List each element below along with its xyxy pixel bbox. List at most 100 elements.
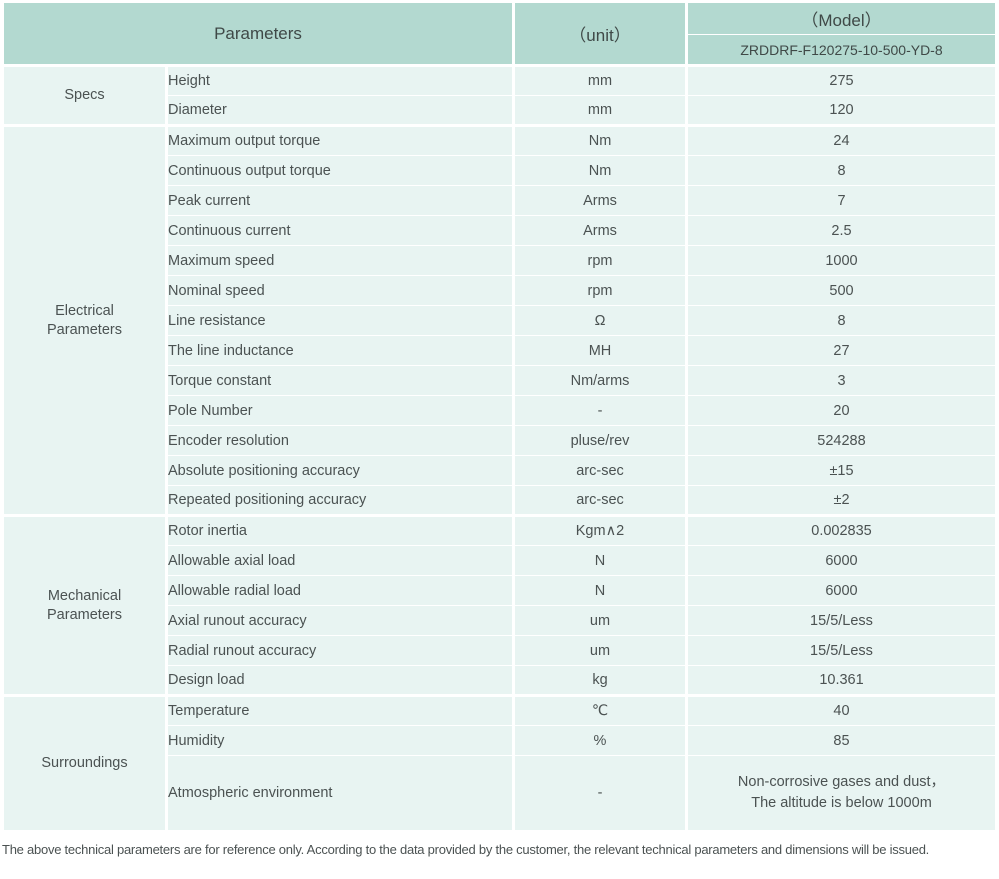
- table-header: Parameters （unit） （Model） ZRDDRF-F120275…: [1, 2, 998, 66]
- table-row: Continuous output torque Nm 8: [3, 155, 998, 186]
- motor-spec-table: Parameters （unit） （Model） ZRDDRF-F120275…: [1, 2, 998, 831]
- param-name: Axial runout accuracy: [165, 605, 515, 636]
- disclaimer-note: The above technical parameters are for r…: [2, 842, 930, 857]
- table-row: Nominal speed rpm 500: [3, 275, 998, 306]
- section-surroundings: Surroundings Temperature ℃ 40 Humidity %…: [1, 695, 998, 831]
- param-name: Atmospheric environment: [165, 755, 515, 831]
- param-name: Allowable axial load: [165, 545, 515, 576]
- header-unit: （unit）: [512, 2, 688, 66]
- param-value: ±2: [685, 485, 998, 516]
- param-name: Repeated positioning accuracy: [165, 485, 515, 516]
- param-value: 40: [685, 695, 998, 726]
- param-value: Non-corrosive gases and dust， The altitu…: [685, 755, 998, 831]
- param-unit: arc-sec: [512, 485, 688, 516]
- header-model-number: ZRDDRF-F120275-10-500-YD-8: [685, 34, 998, 66]
- table-row: Torque constant Nm/arms 3: [3, 365, 998, 396]
- param-value: 8: [685, 155, 998, 186]
- table-row: Diameter mm 120: [3, 95, 998, 126]
- param-value: ±15: [685, 455, 998, 486]
- param-value: 275: [685, 65, 998, 96]
- param-unit: mm: [512, 65, 688, 96]
- param-unit: Arms: [512, 185, 688, 216]
- param-name: Radial runout accuracy: [165, 635, 515, 666]
- param-value: 6000: [685, 575, 998, 606]
- param-name: Diameter: [165, 95, 515, 126]
- param-unit: N: [512, 575, 688, 606]
- param-value: 24: [685, 125, 998, 156]
- param-unit: arc-sec: [512, 455, 688, 486]
- param-unit: rpm: [512, 275, 688, 306]
- param-value: 20: [685, 395, 998, 426]
- section-specs: Specs Height mm 275 Diameter mm 120: [1, 65, 998, 126]
- param-unit: ℃: [512, 695, 688, 726]
- param-name: Humidity: [165, 725, 515, 756]
- param-value: 10.361: [685, 665, 998, 696]
- param-unit: Kgm∧2: [512, 515, 688, 546]
- header-parameters: Parameters: [1, 2, 515, 66]
- param-unit: N: [512, 545, 688, 576]
- param-unit: -: [512, 395, 688, 426]
- table-row: Mechanical Parameters Rotor inertia Kgm∧…: [1, 515, 998, 696]
- table-row: Atmospheric environment - Non-corrosive …: [3, 755, 998, 831]
- table-row: Electrical Parameters Maximum output tor…: [1, 125, 998, 516]
- param-unit: Ω: [512, 305, 688, 336]
- param-name: Encoder resolution: [165, 425, 515, 456]
- table-row: Surroundings Temperature ℃ 40: [1, 695, 998, 831]
- param-name: Absolute positioning accuracy: [165, 455, 515, 486]
- table-row: Absolute positioning accuracy arc-sec ±1…: [3, 455, 998, 486]
- param-name: Temperature: [165, 695, 515, 726]
- param-value: 6000: [685, 545, 998, 576]
- param-unit: -: [512, 755, 688, 831]
- param-name: Nominal speed: [165, 275, 515, 306]
- param-unit: mm: [512, 95, 688, 126]
- param-unit: Nm: [512, 125, 688, 156]
- table-row: Maximum speed rpm 1000: [3, 245, 998, 276]
- param-unit: %: [512, 725, 688, 756]
- param-name: Design load: [165, 665, 515, 696]
- table-row: Axial runout accuracy um 15/5/Less: [3, 605, 998, 636]
- param-name: Torque constant: [165, 365, 515, 396]
- param-name: Height: [165, 65, 515, 96]
- param-name: The line inductance: [165, 335, 515, 366]
- param-value: 524288: [685, 425, 998, 456]
- param-name: Line resistance: [165, 305, 515, 336]
- param-value: 3: [685, 365, 998, 396]
- param-value: 0.002835: [685, 515, 998, 546]
- param-name: Peak current: [165, 185, 515, 216]
- param-unit: Nm/arms: [512, 365, 688, 396]
- param-value: 120: [685, 95, 998, 126]
- param-value: 1000: [685, 245, 998, 276]
- table-row: Allowable axial load N 6000: [3, 545, 998, 576]
- param-value: 2.5: [685, 215, 998, 246]
- param-unit: Arms: [512, 215, 688, 246]
- table-row: Repeated positioning accuracy arc-sec ±2: [3, 485, 998, 516]
- section-electrical: Electrical Parameters Maximum output tor…: [1, 125, 998, 516]
- param-unit: rpm: [512, 245, 688, 276]
- param-name: Continuous output torque: [165, 155, 515, 186]
- section-label-surroundings: Surroundings: [1, 695, 168, 831]
- param-unit: um: [512, 605, 688, 636]
- param-unit: MH: [512, 335, 688, 366]
- param-unit: kg: [512, 665, 688, 696]
- table-row: Allowable radial load N 6000: [3, 575, 998, 606]
- table-row: Continuous current Arms 2.5: [3, 215, 998, 246]
- param-name: Maximum output torque: [165, 125, 515, 156]
- param-value: 85: [685, 725, 998, 756]
- param-value: 8: [685, 305, 998, 336]
- section-label-specs: Specs: [1, 65, 168, 126]
- param-value: 500: [685, 275, 998, 306]
- param-value: 27: [685, 335, 998, 366]
- table-row: Pole Number - 20: [3, 395, 998, 426]
- section-label-mechanical: Mechanical Parameters: [1, 515, 168, 696]
- param-name: Continuous current: [165, 215, 515, 246]
- param-unit: um: [512, 635, 688, 666]
- table-row: Specs Height mm 275: [1, 65, 998, 126]
- param-unit: pluse/rev: [512, 425, 688, 456]
- header-model: （Model）: [685, 2, 998, 35]
- section-mechanical: Mechanical Parameters Rotor inertia Kgm∧…: [1, 515, 998, 696]
- param-value: 15/5/Less: [685, 635, 998, 666]
- param-name: Maximum speed: [165, 245, 515, 276]
- section-label-electrical: Electrical Parameters: [1, 125, 168, 516]
- param-value: 15/5/Less: [685, 605, 998, 636]
